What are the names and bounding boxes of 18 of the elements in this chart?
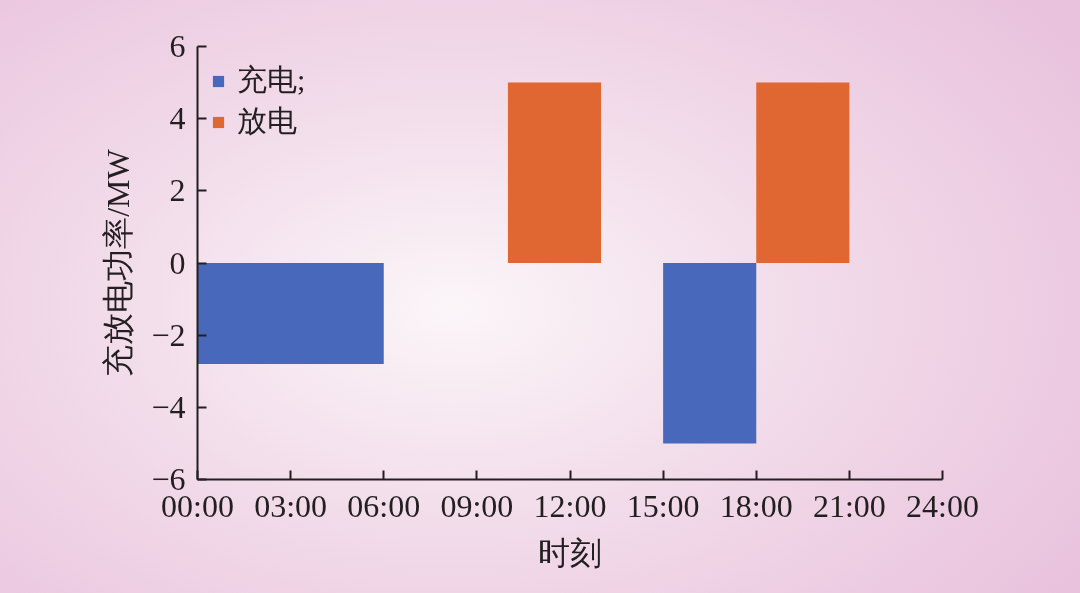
x-tick-label: 15:00 bbox=[626, 487, 700, 524]
y-tick-label: 0 bbox=[169, 244, 186, 281]
x-tick-label: 03:00 bbox=[254, 487, 328, 524]
y-axis-title: 充放电功率/MW bbox=[100, 148, 137, 377]
x-tick-label: 18:00 bbox=[719, 487, 793, 524]
x-axis-title: 时刻 bbox=[538, 534, 602, 571]
x-tick-label: 24:00 bbox=[906, 487, 979, 524]
x-tick-label: 21:00 bbox=[812, 487, 886, 524]
y-tick-label: −2 bbox=[151, 316, 186, 353]
legend-label: 充电; bbox=[237, 62, 306, 98]
x-tick-label: 06:00 bbox=[347, 487, 421, 524]
x-tick-label: 09:00 bbox=[440, 487, 514, 524]
y-tick-label: 2 bbox=[169, 172, 186, 209]
y-tick-label: 6 bbox=[169, 28, 186, 64]
y-tick-label: −4 bbox=[151, 388, 186, 425]
legend-label: 放电 bbox=[237, 103, 297, 139]
y-tick-label: 4 bbox=[169, 100, 186, 137]
x-tick-label: 12:00 bbox=[533, 487, 607, 524]
